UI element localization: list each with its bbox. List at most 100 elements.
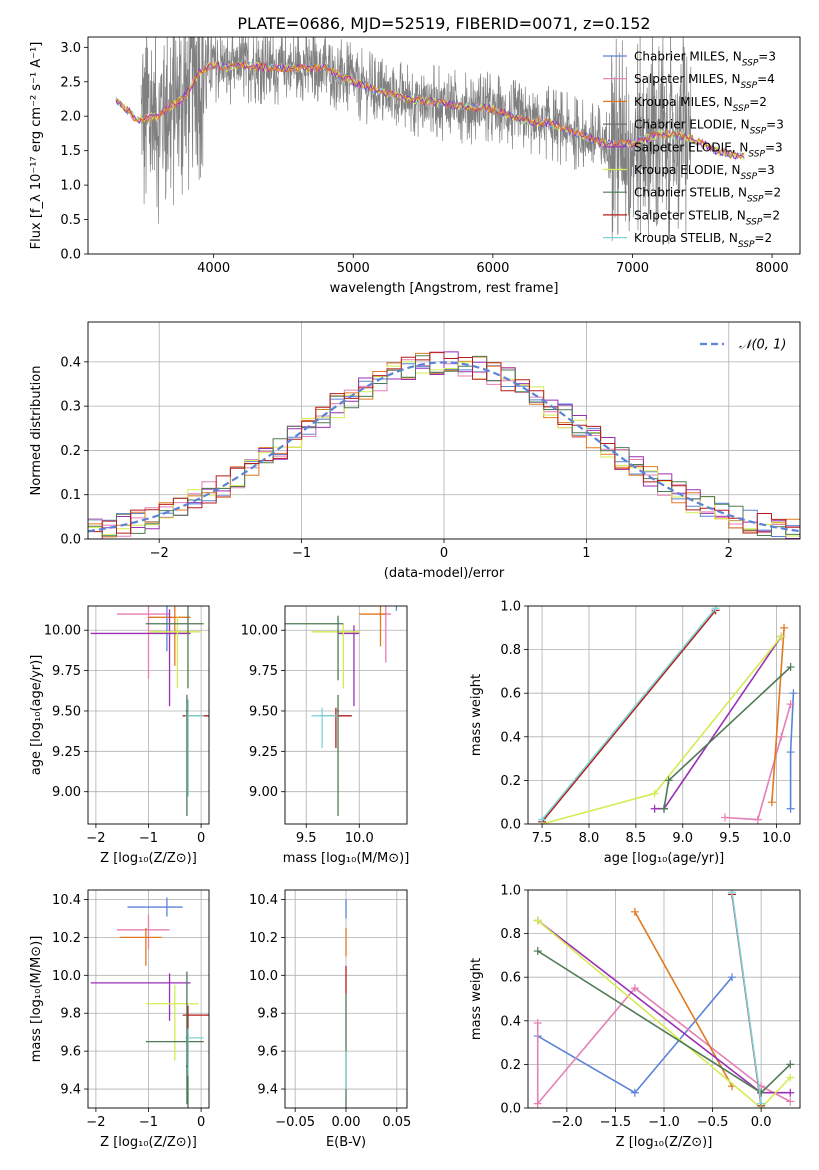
legend-label-salp_stelib: Salpeter STELIB, NSSP=2 (634, 208, 780, 227)
x-tick-label: 9.5 (719, 831, 740, 846)
weight-marker-krou_elodie (650, 789, 659, 798)
weight-marker-chab_miles (728, 973, 736, 982)
histogram-chab_stelib (88, 355, 800, 537)
x-tick-label: 8000 (756, 261, 789, 276)
y-tick-label: 9.50 (52, 704, 81, 719)
x-tick-label: 10.0 (345, 831, 374, 846)
y-tick-label: 9.6 (60, 1045, 81, 1060)
axes-frame (527, 605, 801, 825)
weight-line-salp_miles (724, 703, 792, 821)
x-tick-label: 8.0 (579, 831, 600, 846)
legend-label-krou_elodie: Kroupa ELODIE, NSSP=3 (634, 163, 775, 182)
weight-marker-chab_stelib (757, 1088, 766, 1097)
x-tick-label: 8.5 (626, 831, 647, 846)
y-tick-label: 10.4 (249, 893, 278, 908)
y-tick-label: 10.00 (241, 624, 278, 639)
x-tick-label: 2 (725, 546, 733, 561)
y-tick-label: 0.4 (60, 355, 81, 370)
x-axis-label: age [log₁₀(age/yr)] (604, 851, 725, 866)
panel-mass_weight_vs_age: 7.5 8.0 8.5 9.0 9.5 10.0 0.0 0.2 0.4 0.6 0.8 1.0 age… (469, 600, 801, 866)
panel-spectrum: 4000 5000 6000 7000 8000 0.0 0.5 1.0 1.5 2.0 2.5 3.… (29, 36, 801, 296)
weight-marker-salp_miles (630, 984, 639, 993)
y-tick-label: 0.6 (500, 687, 521, 702)
legend-label-krou_stelib: Kroupa STELIB, NSSP=2 (634, 231, 772, 250)
spectrum-data-line (140, 37, 692, 245)
x-tick-label: 0 (197, 831, 205, 846)
plot-area (88, 322, 800, 539)
panel-mass_weight_vs_Z: −2.0 −1.5 −1.0 −0.5 0.0 0.0 0.2 0.4 0.6 0.8 1.0 Z [… (469, 884, 801, 1150)
y-tick-label: 9.00 (249, 785, 278, 800)
weight-marker-krou_miles (767, 798, 776, 807)
x-axis-label: E(B-V) (326, 1135, 366, 1150)
y-tick-label: 9.8 (257, 1007, 278, 1022)
plot-area (528, 606, 800, 824)
weight-line-krou_miles (771, 627, 785, 803)
weight-line-krou_stelib (541, 607, 717, 821)
weight-marker-chab_miles (786, 804, 795, 813)
weight-marker-krou_stelib (757, 1099, 766, 1108)
weight-marker-krou_miles (630, 907, 639, 916)
weight-marker-krou_elodie (777, 632, 786, 641)
x-tick-label: −1.0 (648, 1115, 680, 1130)
legend-label-krou_miles: Kroupa MILES, NSSP=2 (634, 95, 767, 114)
y-tick-label: 2.0 (60, 110, 81, 125)
panel-age_vs_mass: 9.5 10.0 9.00 9.25 9.50 9.75 10.00 mass [log₁₀(… (241, 605, 409, 866)
weight-marker-salp_elodie (786, 1088, 795, 1097)
y-axis-label: Flux [f_λ 10⁻¹⁷ erg cm⁻² s⁻¹ A⁻¹] (29, 42, 44, 250)
weight-marker-salp_miles (533, 1018, 542, 1027)
y-tick-label: 9.4 (60, 1083, 81, 1098)
x-tick-label: −1 (139, 1115, 158, 1130)
y-tick-label: 10.2 (249, 931, 278, 946)
panel-residuals: −2 −1 0 1 2 0.0 0.1 0.2 0.3 0.4 (data-model)/error… (29, 321, 801, 581)
plot-area (285, 890, 407, 1108)
y-axis-label: mass weight (469, 674, 484, 756)
x-tick-label: −1 (292, 546, 311, 561)
x-axis-label: wavelength [Angstrom, rest frame] (330, 281, 559, 296)
legend-label-chab_stelib: Chabrier STELIB, NSSP=2 (634, 186, 781, 205)
x-tick-label: 10.0 (762, 831, 791, 846)
axes-frame (87, 605, 210, 825)
x-axis-label: (data-model)/error (384, 566, 505, 581)
x-axis-label: Z [log₁₀(Z/Z⊙)] (100, 851, 197, 866)
model-line-salp_miles (115, 60, 745, 161)
plot-area (88, 890, 209, 1108)
x-tick-label: 0 (197, 1115, 205, 1130)
legend-label-normal: 𝒩(0, 1) (739, 338, 786, 353)
y-tick-label: 1.0 (500, 600, 521, 615)
weight-marker-krou_stelib (711, 606, 720, 613)
weight-marker-chab_miles (789, 689, 798, 698)
panel-age_vs_Z: −2 −1 0 9.00 9.25 9.50 9.75 10.00 Z [log₁₀(Z/Z⊙)… (29, 605, 210, 866)
weight-marker-salp_miles (777, 732, 786, 741)
y-tick-label: 9.75 (249, 664, 278, 679)
plot-area (285, 606, 407, 824)
x-tick-label: −2 (86, 831, 105, 846)
axes-frame (87, 36, 801, 255)
weight-marker-krou_elodie (533, 916, 542, 925)
plot-area (115, 37, 745, 245)
y-tick-label: 9.50 (249, 704, 278, 719)
y-tick-label: 0.0 (500, 818, 521, 833)
figure-title: PLATE=0686, MJD=52519, FIBERID=0071, z=0… (237, 14, 650, 33)
model-line-krou_miles (115, 59, 745, 160)
y-tick-label: 0.0 (500, 1102, 521, 1117)
y-tick-label: 0.8 (500, 927, 521, 942)
y-tick-label: 0.2 (60, 444, 81, 459)
y-tick-label: 10.2 (52, 931, 81, 946)
histogram-salp_stelib (88, 352, 800, 534)
weight-marker-salp_miles (786, 700, 795, 709)
weight-line-krou_elodie (537, 919, 791, 1108)
axes-frame (284, 889, 408, 1109)
axes-frame (284, 605, 408, 825)
legend-label-salp_miles: Salpeter MILES, NSSP=4 (634, 72, 775, 91)
weight-marker-salp_miles (533, 1099, 542, 1108)
weight-marker-krou_elodie (786, 1073, 795, 1082)
weight-marker-chab_stelib (786, 1060, 795, 1069)
y-tick-label: 1.5 (60, 144, 81, 159)
weight-line-krou_elodie (541, 635, 782, 824)
y-tick-label: 10.0 (249, 969, 278, 984)
axes-frame (87, 889, 210, 1109)
y-axis-label: age [log₁₀(age/yr)] (29, 655, 44, 776)
legend-label-chab_miles: Chabrier MILES, NSSP=3 (634, 50, 776, 69)
weight-marker-chab_miles (630, 1088, 639, 1097)
